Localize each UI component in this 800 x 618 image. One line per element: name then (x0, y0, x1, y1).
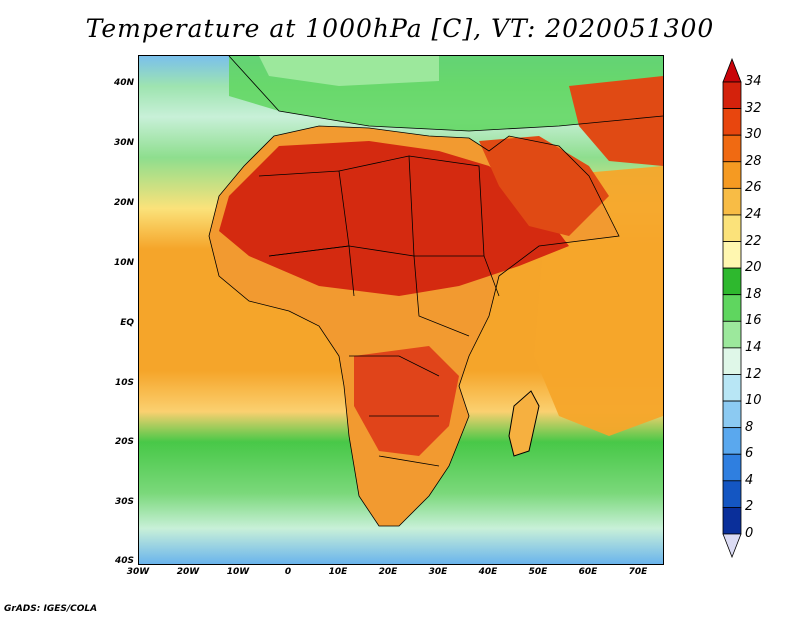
colorbar-box (722, 507, 742, 535)
credit-text: GrADS: IGES/COLA (4, 604, 98, 614)
lat-label: 30N (113, 138, 134, 148)
borders (208, 56, 663, 527)
colorbar-tick-label: 34 (745, 74, 762, 89)
lon-label: 20E (378, 567, 398, 577)
lon-label: 10W (226, 567, 250, 577)
colorbar-box (722, 187, 742, 216)
colorbar-box (722, 427, 742, 455)
lat-label: EQ (120, 318, 134, 328)
colorbar-tick-label: 20 (745, 260, 762, 276)
lon-label: 20W (176, 567, 200, 577)
colorbar-box (722, 81, 742, 109)
lon-label: 60E (578, 567, 598, 577)
lon-label: 40E (478, 567, 498, 577)
colorbar-tick-label: 4 (745, 472, 754, 488)
colorbar-box (722, 214, 742, 242)
colorbar-box (722, 374, 742, 402)
colorbar-tick-label: 32 (745, 100, 762, 116)
lon-label: 70E (628, 567, 648, 577)
colorbar-under-arrow (722, 533, 742, 558)
colorbar (722, 58, 742, 558)
lon-label: 50E (528, 567, 548, 577)
colorbar-tick-label: 30 (745, 127, 762, 143)
colorbar-box (722, 108, 742, 136)
colorbar-tick-label: 10 (745, 393, 762, 409)
southern-hot (354, 346, 459, 456)
madagascar (508, 390, 540, 457)
sahara-hot (219, 141, 569, 296)
lat-label: 10S (114, 378, 134, 388)
lat-label: 10N (113, 258, 134, 268)
colorbar-box (722, 241, 742, 269)
lat-label: 40N (113, 78, 134, 88)
colorbar-box (722, 400, 742, 429)
colorbar-tick-label: 0 (745, 526, 754, 541)
europe-north (259, 56, 439, 86)
colorbar-box (722, 294, 742, 322)
colorbar-box (722, 453, 742, 482)
map-canvas (139, 56, 663, 564)
colorbar-tick-label: 18 (745, 286, 762, 302)
lon-label: 30E (428, 567, 448, 577)
colorbar-tick-label: 6 (745, 446, 754, 462)
colorbar-tick-label: 2 (745, 499, 754, 515)
colorbar-tick-label: 28 (745, 153, 762, 169)
colorbar-box (722, 134, 742, 163)
colorbar-box (722, 161, 742, 189)
temperature-map (138, 55, 664, 565)
lat-label: 20N (113, 198, 134, 208)
colorbar-tick-label: 14 (745, 339, 762, 355)
colorbar-tick-label: 22 (745, 233, 762, 249)
colorbar-tick-label: 26 (745, 180, 762, 196)
colorbar-tick-label: 8 (745, 419, 754, 435)
colorbar-box (722, 480, 742, 508)
arabia-hot (479, 136, 609, 236)
lon-label: 0 (284, 567, 292, 577)
lat-label: 30S (114, 497, 134, 507)
lon-label: 10E (328, 567, 348, 577)
colorbar-tick-label: 12 (745, 366, 762, 382)
colorbar-box (722, 267, 742, 296)
colorbar-tick-label: 24 (745, 206, 762, 222)
colorbar-boxes (722, 58, 742, 558)
chart-title: Temperature at 1000hPa [C], VT: 20200513… (85, 14, 715, 43)
colorbar-box (722, 347, 742, 375)
colorbar-tick-label: 16 (745, 313, 762, 329)
colorbar-box (722, 320, 742, 349)
iran-hot (569, 76, 663, 166)
lon-label: 30W (126, 567, 150, 577)
colorbar-over-arrow (722, 58, 742, 83)
lat-label: 20S (114, 437, 134, 447)
lat-label: 40S (114, 556, 134, 566)
